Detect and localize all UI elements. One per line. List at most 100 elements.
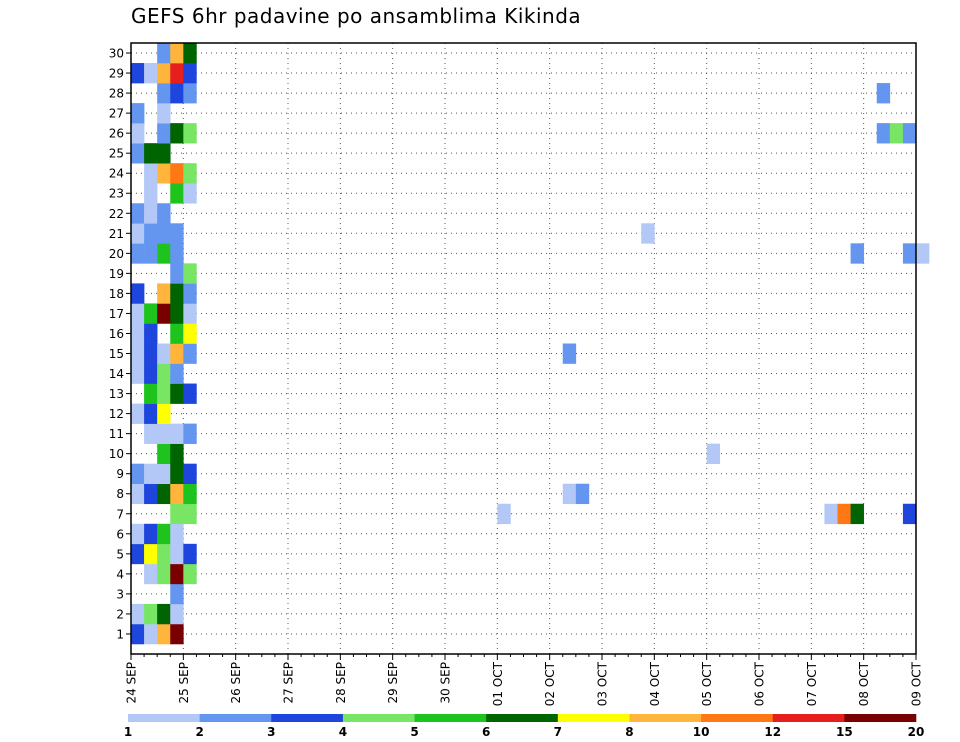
x-tick-label: 28 SEP xyxy=(334,662,348,704)
heatmap-cell xyxy=(144,183,158,204)
heatmap-cell xyxy=(170,563,184,585)
x-tick-label: 27 SEP xyxy=(282,662,296,704)
heatmap-cell xyxy=(157,363,171,384)
colorbar-label: 5 xyxy=(410,725,418,739)
heatmap-cell xyxy=(183,463,197,485)
heatmap-cell xyxy=(876,83,891,104)
x-tick-label: 06 OCT xyxy=(753,661,767,706)
heatmap-cell xyxy=(183,263,197,284)
heatmap-cell xyxy=(157,463,171,485)
colorbar-swatch xyxy=(486,714,559,722)
y-tick-label: 22 xyxy=(109,207,124,221)
y-tick-label: 15 xyxy=(109,347,124,361)
colorbar-label: 3 xyxy=(267,725,275,739)
plot-frame xyxy=(130,42,917,655)
y-tick-label: 19 xyxy=(109,267,124,281)
y-tick-label: 26 xyxy=(109,127,124,141)
heatmap-cell xyxy=(824,503,838,525)
y-tick-label: 24 xyxy=(109,167,124,181)
heatmap-cell xyxy=(144,623,158,645)
heatmap-cell xyxy=(916,243,930,264)
colorbar-swatch xyxy=(199,714,272,722)
heatmap-cell xyxy=(170,483,184,505)
colorbar-label: 15 xyxy=(836,725,853,739)
heatmap-cell xyxy=(157,163,171,184)
heatmap-cell xyxy=(183,323,197,344)
heatmap-cell xyxy=(157,563,171,585)
heatmap-cell xyxy=(170,423,184,444)
y-tick-label: 25 xyxy=(109,147,124,161)
heatmap-cell xyxy=(170,343,184,364)
heatmap-cell xyxy=(157,43,171,64)
heatmap-cell xyxy=(131,343,145,364)
heatmap-cell xyxy=(144,303,158,324)
colorbar-swatch xyxy=(557,714,630,722)
heatmap-cell xyxy=(157,543,171,565)
y-tick-label: 13 xyxy=(109,387,124,401)
x-tick-label: 30 SEP xyxy=(439,662,453,704)
heatmap-cell xyxy=(183,543,197,565)
heatmap-cell xyxy=(157,443,171,464)
heatmap-cell xyxy=(183,183,197,204)
heatmap-cell xyxy=(850,503,864,525)
colorbar-label: 4 xyxy=(339,725,347,739)
y-tick-label: 2 xyxy=(116,607,124,621)
x-axis-ticks: 24 SEP 25 SEP 26 SEP 27 SEP 28 SEP 29 SEP 30 S… xyxy=(125,654,924,706)
y-tick-label: 30 xyxy=(109,47,124,61)
x-tick-label: 09 OCT xyxy=(910,661,924,706)
heatmap-cell xyxy=(144,163,158,184)
heatmap-cell xyxy=(876,123,891,144)
heatmap-cell xyxy=(157,123,171,144)
heatmap-cell xyxy=(641,223,655,244)
y-axis-ticks: 1234567891011121314151617181920212223242… xyxy=(109,47,131,641)
heatmap-cell xyxy=(144,63,158,84)
heatmap-cell xyxy=(170,63,184,84)
heatmap-cell xyxy=(131,403,145,424)
y-tick-label: 23 xyxy=(109,187,124,201)
heatmap-cell xyxy=(131,543,145,565)
heatmap-cell xyxy=(706,443,721,464)
y-tick-label: 20 xyxy=(109,247,124,261)
heatmap-cell xyxy=(157,63,171,84)
heatmap-cell xyxy=(144,143,158,164)
heatmap-cell xyxy=(144,563,158,585)
y-tick-label: 14 xyxy=(109,367,124,381)
heatmap-cell xyxy=(889,123,904,144)
y-tick-label: 28 xyxy=(109,87,124,101)
heatmap-cell xyxy=(183,423,197,444)
heatmap-cell xyxy=(170,543,184,565)
colorbar-label: 1 xyxy=(124,725,132,739)
colorbar-label: 7 xyxy=(554,725,562,739)
heatmap-cell xyxy=(183,483,197,505)
heatmap-cell xyxy=(131,323,145,344)
heatmap-cell xyxy=(183,563,197,585)
heatmap-cell xyxy=(562,343,577,364)
heatmap-cell xyxy=(131,203,145,224)
colorbar-swatch xyxy=(271,714,344,722)
y-tick-label: 8 xyxy=(116,487,124,501)
y-tick-label: 16 xyxy=(109,327,124,341)
heatmap-cell xyxy=(170,263,184,284)
heatmap-cell xyxy=(170,303,184,324)
heatmap-cell xyxy=(575,483,590,505)
x-tick-label: 02 OCT xyxy=(543,661,557,706)
heatmap-cell xyxy=(157,623,171,645)
heatmap-cell xyxy=(183,163,197,184)
colorbar-label: 8 xyxy=(625,725,633,739)
y-tick-label: 4 xyxy=(116,567,124,581)
heatmap-cell xyxy=(170,383,184,404)
x-tick-label: 07 OCT xyxy=(805,661,819,706)
heatmap-cell xyxy=(157,143,171,164)
heatmap-cell xyxy=(131,123,145,144)
heatmap-cell xyxy=(157,103,171,124)
heatmap-cell xyxy=(131,483,145,505)
colorbar-swatch xyxy=(342,714,415,722)
heatmap-cell xyxy=(170,443,184,464)
heatmap-cell xyxy=(902,123,917,144)
heatmap-cell xyxy=(170,463,184,485)
heatmap-cell xyxy=(157,423,171,444)
heatmap-cell xyxy=(144,203,158,224)
heatmap-cell xyxy=(157,383,171,404)
colorbar-swatch xyxy=(772,714,845,722)
